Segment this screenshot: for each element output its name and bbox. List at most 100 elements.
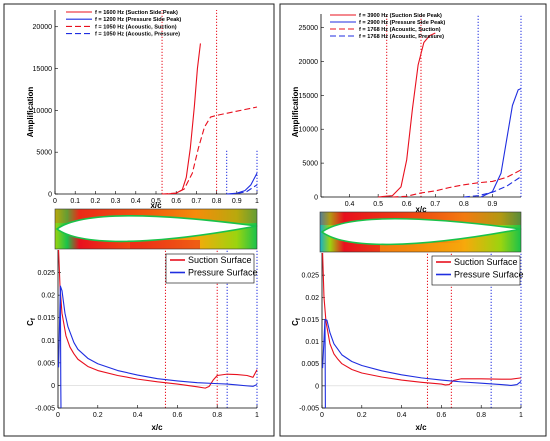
y-tick-label: 0.015 bbox=[301, 317, 319, 324]
legend-box bbox=[431, 255, 521, 286]
legend: Suction Surface Pressure Surface bbox=[431, 255, 524, 286]
x-tick-label: 0 bbox=[56, 412, 60, 419]
y-tick-label: 0.01 bbox=[41, 338, 55, 345]
legend: f = 1600 Hz (Suction Side Peak)f = 1200 … bbox=[66, 10, 181, 38]
y-tick-label: 0.005 bbox=[37, 360, 55, 367]
x-tick-label: 0.1 bbox=[70, 198, 80, 205]
x-tick-label: 0.6 bbox=[402, 201, 412, 208]
x-tick-label: 0.3 bbox=[111, 198, 121, 205]
y-tick-label: 0.01 bbox=[305, 339, 319, 346]
x-tick-label: 0.9 bbox=[232, 198, 242, 205]
y-tick-label: 5000 bbox=[36, 150, 52, 157]
x-tick-label: 0.2 bbox=[91, 198, 101, 205]
legend-entry: f = 1050 Hz (Acoustic, Pressure) bbox=[95, 32, 180, 38]
x-tick-label: 0.2 bbox=[93, 412, 103, 419]
series-line bbox=[59, 288, 62, 409]
right-airfoil-contour bbox=[319, 211, 522, 253]
x-tick-label: 0.7 bbox=[192, 198, 202, 205]
left-panel bbox=[3, 3, 275, 437]
y-tick-label: 15000 bbox=[33, 66, 53, 73]
y-tick-label: 15000 bbox=[299, 93, 319, 100]
y-axis-label: Amplification bbox=[26, 87, 35, 138]
x-tick-label: 0.6 bbox=[437, 412, 447, 419]
right-amplification-plot: 0.4 0.5 0.6 0.7 0.8 0.9 0 5000 10000 15000 20000 25… bbox=[291, 13, 522, 214]
y-tick-label: 0.02 bbox=[305, 295, 319, 302]
series-line bbox=[378, 32, 436, 198]
y-tick-label: 0.025 bbox=[37, 270, 55, 277]
y-tick-label: 0.02 bbox=[41, 293, 55, 300]
series-line bbox=[322, 252, 522, 386]
left-airfoil-contour bbox=[54, 208, 258, 250]
y-tick-label: 20000 bbox=[299, 59, 319, 66]
right-cf-plot: 0 0.2 0.4 0.6 0.8 1-0.00500.0050.010.0150.020… bbox=[291, 252, 524, 432]
series-line bbox=[58, 249, 258, 389]
legend-entry: f = 1768 Hz (Acoustic, Pressure) bbox=[359, 34, 444, 40]
x-tick-label: 0.9 bbox=[488, 201, 498, 208]
x-axis-label: x/c bbox=[415, 205, 427, 214]
y-tick-label: 0 bbox=[314, 195, 318, 202]
x-tick-label: 0.2 bbox=[357, 412, 367, 419]
legend-entry: f = 1600 Hz (Suction Side Peak) bbox=[95, 10, 178, 16]
y-axis-label: Cf bbox=[26, 317, 37, 326]
plot-area bbox=[55, 10, 257, 194]
y-tick-label: -0.005 bbox=[35, 406, 55, 413]
y-axis-label: Amplification bbox=[291, 87, 300, 138]
x-tick-label: 0 bbox=[320, 412, 324, 419]
y-tick-label: 0 bbox=[315, 383, 319, 390]
series-line bbox=[392, 169, 522, 198]
x-tick-label: 0.8 bbox=[212, 198, 222, 205]
x-tick-label: 1 bbox=[255, 198, 259, 205]
y-tick-label: 10000 bbox=[299, 127, 319, 134]
y-tick-label: 0.005 bbox=[301, 361, 319, 368]
x-tick-label: 0.5 bbox=[151, 198, 161, 205]
x-tick-label: 0.4 bbox=[397, 412, 407, 419]
x-tick-label: 0.8 bbox=[459, 201, 469, 208]
legend-entry: f = 1200 Hz (Pressure Side Peak) bbox=[95, 17, 181, 23]
x-axis-label: x/c bbox=[151, 423, 163, 432]
y-tick-label: 0.025 bbox=[301, 273, 319, 280]
y-tick-label: 5000 bbox=[302, 161, 318, 168]
legend-entry: Pressure Surface bbox=[454, 270, 524, 280]
x-axis-label: x/c bbox=[415, 423, 427, 432]
y-tick-label: 0 bbox=[48, 192, 52, 199]
x-tick-label: 1 bbox=[519, 412, 523, 419]
y-axis-label: Cf bbox=[291, 317, 302, 326]
series-line bbox=[463, 176, 522, 198]
x-tick-label: 0.4 bbox=[133, 412, 143, 419]
left-amplification-plot: 0 0.1 0.2 0.3 0.4 0.5 0.6 0.7 0.8 0.9 1 0 5000 10000 1… bbox=[26, 10, 259, 210]
x-tick-label: 0.5 bbox=[373, 201, 383, 208]
legend-entry: Suction Surface bbox=[454, 257, 518, 267]
series-line bbox=[58, 285, 258, 387]
y-tick-label: 0.015 bbox=[37, 315, 55, 322]
y-tick-label: 10000 bbox=[33, 108, 53, 115]
legend-entry: Suction Surface bbox=[188, 255, 252, 265]
x-tick-label: 0.8 bbox=[476, 412, 486, 419]
series-line bbox=[162, 106, 258, 195]
legend-entry: f = 1768 Hz (Acoustic, Suction) bbox=[359, 27, 441, 33]
y-tick-label: 25000 bbox=[299, 25, 319, 32]
legend-box bbox=[165, 253, 255, 284]
series-line bbox=[228, 184, 258, 195]
x-tick-label: 0.4 bbox=[131, 198, 141, 205]
series-line bbox=[480, 88, 522, 198]
x-tick-label: 0 bbox=[53, 198, 57, 205]
right-panel bbox=[279, 3, 547, 437]
x-tick-label: 0.6 bbox=[171, 198, 181, 205]
y-tick-label: 0 bbox=[51, 383, 55, 390]
x-axis-label: x/c bbox=[150, 201, 162, 210]
x-tick-label: 0.8 bbox=[212, 412, 222, 419]
legend: Suction Surface Pressure Surface bbox=[165, 253, 258, 284]
x-tick-label: 1 bbox=[255, 412, 259, 419]
series-line bbox=[166, 43, 201, 195]
legend-entry: f = 1050 Hz (Acoustic, Suction) bbox=[95, 24, 177, 30]
y-tick-label: -0.005 bbox=[299, 406, 319, 413]
legend-entry: f = 3900 Hz (Suction Side Peak) bbox=[359, 13, 442, 19]
left-cf-plot: 0 0.2 0.4 0.6 0.8 1-0.00500.0050.010.0150.020… bbox=[26, 249, 259, 432]
legend-entry: f = 2900 Hz (Pressure Side Peak) bbox=[359, 20, 445, 26]
legend-entry: Pressure Surface bbox=[188, 268, 258, 278]
x-tick-label: 0.7 bbox=[430, 201, 440, 208]
x-tick-label: 0.6 bbox=[173, 412, 183, 419]
legend: f = 3900 Hz (Suction Side Peak)f = 2900 … bbox=[330, 13, 445, 40]
x-tick-label: 0.4 bbox=[345, 201, 355, 208]
